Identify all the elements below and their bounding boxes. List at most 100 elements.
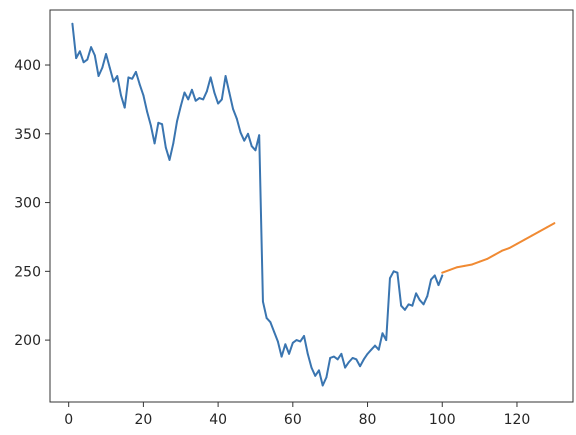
data-point [355,358,358,361]
data-point [247,132,249,135]
data-point [75,57,78,60]
data-point [258,134,261,137]
data-point [321,384,324,387]
series-line-0 [71,22,444,387]
data-point [135,70,137,73]
data-point [112,80,115,83]
data-point [433,274,436,277]
data-point [284,343,287,346]
data-point [351,357,354,359]
data-point [333,355,335,358]
data-point [441,271,444,274]
data-point [262,300,264,303]
data-point [407,303,410,306]
data-point [93,54,96,57]
data-point [273,330,276,333]
data-point [269,321,272,324]
data-point [220,98,223,101]
x-tick-label: 60 [284,412,302,428]
data-point [437,284,440,286]
data-point [359,365,361,368]
data-point [336,358,339,361]
data-point [168,159,171,161]
data-point [127,76,130,79]
data-point [362,358,365,361]
data-point [288,352,290,355]
axes-layer: 0 20 40 60 80 100 120 200 250 300 350 400 [14,58,530,428]
data-point [198,97,201,99]
data-point [329,357,332,359]
data-point [347,361,350,364]
data-point [183,91,186,94]
data-point [90,46,92,49]
data-point [377,348,380,351]
data-point [471,263,474,266]
x-tick-label: 40 [209,412,227,428]
data-point [422,303,425,306]
data-point [389,277,391,280]
series-0 [71,22,444,387]
data-point [295,339,298,342]
data-point [400,304,403,307]
data-point [318,369,320,372]
data-point [280,355,283,358]
data-point [235,117,238,120]
data-point [415,292,417,295]
data-point [243,139,246,142]
x-tick-label: 80 [359,412,377,428]
data-point [553,222,556,225]
data-point [149,124,152,127]
data-point [123,106,126,109]
data-point [299,340,302,343]
data-point [78,50,81,53]
data-point [194,99,197,102]
data-point [146,110,149,113]
y-tick-label: 250 [14,264,41,280]
data-point [306,352,309,355]
y-tick-label: 350 [14,127,41,143]
data-point [191,88,193,91]
data-point [344,366,347,369]
x-tick-label: 20 [134,412,152,428]
data-point [463,264,466,267]
series-1 [441,222,556,274]
data-point [86,58,89,61]
data-point [366,352,369,355]
data-point [120,94,122,97]
data-point [213,91,216,94]
data-point [153,142,156,145]
x-tick-label: 120 [504,412,531,428]
data-point [206,90,208,93]
data-point [209,76,212,79]
data-point [314,374,317,377]
series-layer [71,22,556,387]
data-point [101,66,104,69]
data-point [97,75,100,77]
data-point [157,121,160,124]
data-point [448,269,451,271]
data-point [403,308,406,311]
data-point [164,146,167,149]
data-point [478,260,481,263]
data-point [303,335,305,337]
data-point [105,53,107,55]
data-point [396,271,399,274]
data-point [493,253,496,256]
data-point [172,142,175,145]
data-point [71,22,74,25]
data-point [291,341,294,344]
data-point [187,98,190,101]
data-point [202,98,205,101]
data-point [254,149,257,152]
data-point [374,344,376,347]
data-point [430,278,432,281]
data-point [370,348,373,351]
data-point [426,295,429,297]
data-point [392,270,395,273]
y-tick-label: 300 [14,196,41,212]
data-point [486,258,488,260]
x-tick-label: 0 [64,412,73,428]
x-tick-label: 100 [429,412,456,428]
data-point [228,91,231,94]
